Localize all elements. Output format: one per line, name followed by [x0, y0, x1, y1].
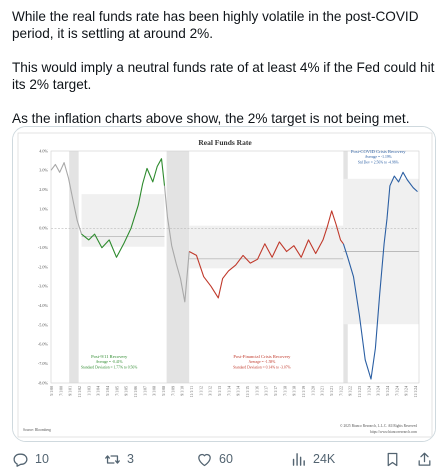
tweet-paragraph: As the inflation charts above show, the …	[12, 111, 410, 126]
x-tick-label: 9/1/10	[181, 386, 185, 396]
x-tick-label: 1/1/24	[367, 386, 371, 396]
y-tick-label: -5.0%	[38, 322, 49, 327]
x-tick-label: 5/1/00	[50, 386, 54, 396]
chart-url: https://www.biancoresearch.com	[370, 430, 417, 434]
y-tick-label: -3.0%	[38, 284, 49, 289]
tweet-actions: 10 3 60 24K	[0, 444, 448, 471]
annotation-label: Post-Financial Crisis Recovery	[233, 354, 291, 359]
x-tick-label: 9/1/24	[405, 386, 409, 396]
x-tick-label: 11/1/11	[190, 386, 194, 397]
analytics-icon	[292, 452, 305, 466]
like-count: 60	[219, 452, 233, 466]
annotation-detail: Average = -0.41%	[96, 360, 123, 364]
bookmark-icon	[387, 452, 398, 466]
recession-shading	[69, 151, 79, 383]
chart-source: Source: Bloomberg	[23, 428, 51, 432]
annotation-label: Post-9/11 Recovery	[91, 354, 128, 359]
chart-title: Real Funds Rate	[198, 138, 252, 147]
tweet-paragraph: This would imply a neutral funds rate of…	[12, 60, 435, 92]
x-tick-label: 1/1/12	[199, 386, 203, 396]
y-tick-label: 4.0%	[39, 148, 48, 153]
reply-button[interactable]: 10	[12, 450, 49, 468]
heart-icon	[198, 453, 211, 466]
y-tick-label: -7.0%	[38, 361, 49, 366]
annotation-detail: Standard Deviation = 0.14% to -3.07%	[233, 365, 290, 369]
views-button[interactable]: 24K	[290, 450, 335, 468]
share-button[interactable]	[416, 450, 433, 468]
std-dev-band	[81, 194, 165, 247]
annotation-detail: Std Dev = 2.56% to -4.96%	[358, 160, 399, 164]
x-tick-label: 1/1/20	[311, 386, 315, 396]
x-tick-label: 7/1/14	[227, 386, 231, 396]
x-tick-label: 5/1/08	[162, 386, 166, 396]
reply-icon	[13, 453, 28, 467]
reply-count: 10	[35, 452, 49, 466]
y-tick-label: 2.0%	[39, 187, 48, 192]
x-tick-label: 1/1/16	[255, 386, 259, 396]
x-tick-label: 7/1/09	[171, 386, 175, 396]
y-tick-label: 1.0%	[39, 206, 48, 211]
y-tick-label: -8.0%	[38, 380, 49, 385]
x-tick-label: 3/1/08	[153, 386, 157, 396]
y-tick-label: 0.0%	[39, 226, 48, 231]
x-tick-label: 1/1/03	[87, 386, 91, 396]
x-tick-label: 5/1/13	[218, 386, 222, 396]
x-tick-label: 3/1/17	[265, 386, 269, 396]
x-tick-label: 7/1/00	[59, 386, 63, 396]
repost-button[interactable]: 3	[104, 450, 134, 468]
x-tick-label: 5/1/21	[330, 386, 334, 396]
x-tick-label: 3/1/21	[321, 386, 325, 396]
x-tick-label: 3/1/12	[209, 386, 213, 396]
x-tick-label: 7/1/05	[115, 386, 119, 396]
x-tick-label: 7/1/18	[283, 386, 287, 396]
like-button[interactable]: 60	[196, 450, 233, 468]
real-funds-rate-chart: Real Funds Rate 4.0% 3.0% 2.0% 1.0% 0.0% -1.0…	[13, 127, 435, 441]
repost-count: 3	[127, 452, 134, 466]
x-tick-label: 5/1/24	[386, 386, 390, 396]
x-tick-label: 9/1/05	[125, 386, 129, 396]
series-line	[188, 210, 344, 299]
share-icon	[418, 452, 431, 466]
tweet-text: While the real funds rate has been highl…	[12, 8, 436, 127]
bookmark-button[interactable]	[384, 450, 401, 468]
repost-icon	[105, 454, 120, 464]
annotation-detail: Standard Deviation = 1.77% to 0.56%	[81, 365, 137, 369]
x-tick-label: 11/1/19	[302, 386, 306, 398]
recession-shading	[166, 151, 190, 383]
x-tick-label: 11/1/23	[358, 386, 362, 398]
x-tick-label: 11/1/02	[78, 386, 82, 398]
annotation-detail: Average = -1.58%	[248, 360, 275, 364]
y-tick-label: 3.0%	[39, 168, 48, 173]
x-tick-label: 11/1/24	[414, 386, 418, 398]
x-tick-label: 1/1/07	[143, 386, 147, 396]
y-tick-label: -1.0%	[38, 245, 49, 250]
x-tick-label: 11/1/15	[246, 386, 250, 398]
chart-copyright: © 2025 Bianco Research, L.L.C. All Right…	[340, 423, 417, 429]
annotation-label: Post-COVID Crisis Recovery	[351, 149, 406, 154]
annotation-detail: Average = -1.19%	[365, 155, 392, 159]
y-tick-label: -2.0%	[38, 264, 49, 269]
x-tick-label: 7/1/22	[339, 386, 343, 396]
series-line	[163, 185, 190, 303]
x-tick-label: 9/1/22	[349, 386, 353, 396]
chart-image[interactable]: Real Funds Rate 4.0% 3.0% 2.0% 1.0% 0.0% -1.0…	[12, 126, 436, 442]
y-tick-label: -4.0%	[38, 303, 49, 308]
x-tick-label: 9/1/14	[237, 386, 241, 396]
x-tick-label: 11/1/06	[134, 386, 138, 398]
x-tick-label: 3/1/04	[97, 386, 101, 396]
series-line	[50, 162, 83, 235]
x-tick-label: 9/1/01	[69, 386, 73, 396]
x-tick-label: 3/1/24	[377, 386, 381, 396]
plot-frame	[50, 150, 420, 384]
x-tick-label: 5/1/04	[106, 386, 110, 396]
x-tick-label: 9/1/18	[293, 386, 297, 396]
series-line	[342, 171, 418, 380]
tweet-paragraph: While the real funds rate has been highl…	[12, 9, 419, 41]
view-count: 24K	[313, 452, 336, 466]
x-tick-label: 7/1/24	[395, 386, 399, 396]
x-tick-label: 5/1/17	[274, 386, 278, 396]
y-tick-label: -6.0%	[38, 342, 49, 347]
series-line	[81, 158, 166, 258]
